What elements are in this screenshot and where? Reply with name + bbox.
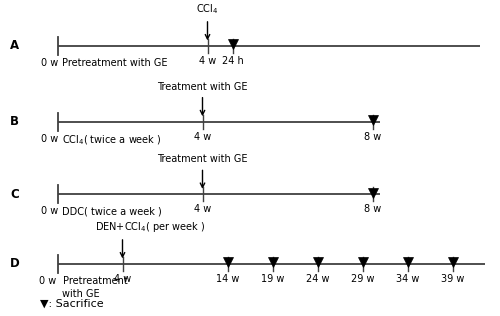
Text: 8 w: 8 w bbox=[364, 132, 381, 142]
Text: 4 w: 4 w bbox=[114, 274, 131, 284]
Text: Treatment with GE: Treatment with GE bbox=[157, 154, 248, 164]
Text: 24 w: 24 w bbox=[306, 274, 329, 284]
Text: A: A bbox=[10, 39, 19, 52]
Text: C: C bbox=[10, 188, 19, 201]
Text: 4 w: 4 w bbox=[199, 56, 216, 66]
Text: 8 w: 8 w bbox=[364, 204, 381, 215]
Text: DEN+CCl$_4$( per week ): DEN+CCl$_4$( per week ) bbox=[95, 220, 205, 234]
Text: 19 w: 19 w bbox=[261, 274, 284, 284]
Text: D: D bbox=[10, 257, 20, 270]
Text: 34 w: 34 w bbox=[396, 274, 419, 284]
Text: 4 w: 4 w bbox=[194, 204, 211, 215]
Text: 0 w: 0 w bbox=[42, 58, 58, 68]
Text: 0 w: 0 w bbox=[39, 276, 56, 286]
Text: B: B bbox=[10, 115, 19, 128]
Text: Treatment with GE: Treatment with GE bbox=[157, 82, 248, 92]
Text: Pretreatment with GE: Pretreatment with GE bbox=[62, 58, 168, 68]
Text: Pretreatment
with GE: Pretreatment with GE bbox=[62, 276, 127, 299]
Text: 14 w: 14 w bbox=[216, 274, 239, 284]
Text: 39 w: 39 w bbox=[441, 274, 464, 284]
Text: CCl$_4$: CCl$_4$ bbox=[196, 2, 218, 16]
Text: 0 w: 0 w bbox=[42, 206, 58, 216]
Text: DDC( twice a week ): DDC( twice a week ) bbox=[62, 206, 162, 216]
Text: 4 w: 4 w bbox=[194, 132, 211, 142]
Text: 24 h: 24 h bbox=[222, 56, 244, 66]
Text: 0 w: 0 w bbox=[42, 134, 58, 144]
Text: CCl$_4$( twice a week ): CCl$_4$( twice a week ) bbox=[62, 134, 162, 147]
Text: 29 w: 29 w bbox=[351, 274, 374, 284]
Text: ▼: Sacrifice: ▼: Sacrifice bbox=[40, 299, 104, 309]
